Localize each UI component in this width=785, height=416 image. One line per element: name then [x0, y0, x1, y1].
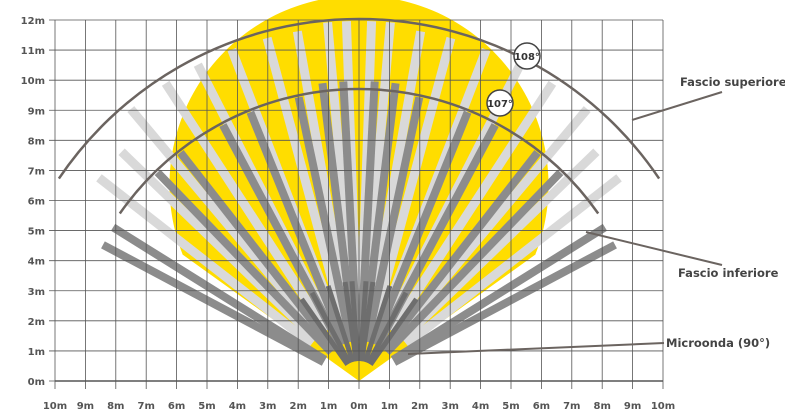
y-tick-label: 5m [28, 227, 45, 238]
lower-beam-leader [585, 231, 723, 266]
x-tick-label: 10m [651, 401, 675, 412]
x-tick-label: 8m [107, 401, 124, 412]
x-tick-label: 0m [350, 401, 367, 412]
x-tick-label: 5m [198, 401, 215, 412]
beam [299, 297, 350, 367]
beam [101, 241, 326, 366]
x-tick-label: 2m [290, 401, 307, 412]
microwave-leader [407, 342, 665, 355]
y-tick-label: 10m [21, 76, 45, 87]
beam [380, 150, 541, 352]
y-tick-label: 0m [28, 377, 45, 388]
x-tick-label: 4m [472, 401, 489, 412]
x-tick-label: 1m [381, 401, 398, 412]
x-tick-label: 5m [502, 401, 519, 412]
upper-beam-leader [631, 91, 723, 121]
beam [110, 223, 328, 364]
beam [161, 80, 331, 334]
y-tick-label: 8m [28, 136, 45, 147]
y-tick-label: 4m [28, 257, 45, 268]
beam [368, 297, 419, 367]
x-tick-label: 7m [563, 401, 580, 412]
beam [325, 285, 356, 363]
beam [370, 36, 456, 325]
y-tick-label: 9m [28, 106, 45, 117]
beam [177, 150, 338, 352]
lower-beam-label: Fascio inferiore [678, 266, 779, 280]
x-tick-label: 9m [77, 401, 94, 412]
x-tick-label: 2m [411, 401, 428, 412]
x-tick-label: 3m [442, 401, 459, 412]
y-tick-label: 3m [28, 287, 45, 298]
beam [390, 223, 608, 364]
angle-label-inner: 107° [487, 99, 513, 110]
x-tick-label: 4m [229, 401, 246, 412]
beam [362, 285, 393, 363]
beam [154, 169, 335, 356]
lower-beam-arc [118, 87, 600, 215]
x-tick-label: 7m [138, 401, 155, 412]
y-tick-label: 1m [28, 347, 45, 358]
microwave-label: Microonda (90°) [666, 336, 770, 350]
x-tick-label: 8m [594, 401, 611, 412]
x-axis-labels: 10m 9m 8m 7m 6m 5m 4m 3m 2m 1m 0m 1m 2m 3m 4m 5m 6m 7m 8m 9… [43, 401, 675, 412]
beam [363, 96, 424, 343]
x-tick-label: 9m [624, 401, 641, 412]
beam [392, 241, 617, 366]
y-tick-label: 12m [21, 16, 45, 27]
beam [309, 291, 352, 365]
grid [49, 19, 664, 389]
angle-label-outer: 108° [514, 52, 540, 63]
x-tick-label: 6m [168, 401, 185, 412]
y-tick-label: 6m [28, 197, 45, 208]
y-tick-label: 7m [28, 166, 45, 177]
y-tick-label: 11m [21, 46, 45, 57]
x-tick-label: 10m [43, 401, 67, 412]
upper-beam-arc [57, 17, 661, 180]
y-axis-labels: 0m 1m 2m 3m 4m 5m 6m 7m 8m 9m 10m 11m 12m [21, 16, 45, 388]
beam [262, 36, 348, 325]
x-tick-label: 1m [320, 401, 337, 412]
beam [342, 281, 359, 362]
x-tick-label: 3m [259, 401, 276, 412]
angle-badge-outer: 108° [513, 42, 541, 70]
y-tick-label: 2m [28, 317, 45, 328]
beam [366, 291, 409, 365]
beam [387, 80, 557, 334]
beam [383, 169, 564, 356]
x-tick-label: 6m [533, 401, 550, 412]
upper-beam-label: Fascio superiore [680, 75, 785, 89]
beam [294, 96, 355, 343]
angle-badge-inner: 107° [486, 89, 514, 117]
